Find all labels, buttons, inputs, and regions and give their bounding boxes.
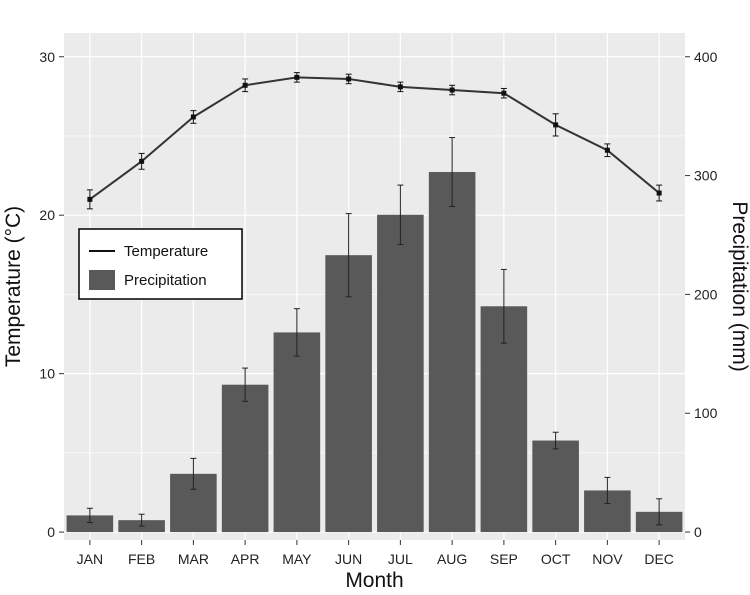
y-right-tick-label: 300 <box>694 168 718 184</box>
x-tick-label: OCT <box>541 551 571 567</box>
y-left-tick-label: 10 <box>39 366 55 382</box>
x-axis: JAN FEB MAR APR MAY JUN JUL AUG SEP OCT NOV DEC <box>77 540 674 567</box>
x-tick-label: SEP <box>490 551 518 567</box>
precipitation-bar <box>532 440 579 533</box>
x-tick-label: APR <box>231 551 260 567</box>
x-tick-label: NOV <box>592 551 623 567</box>
temperature-point <box>604 147 610 153</box>
temperature-line-group <box>86 72 663 210</box>
precipitation-bar <box>428 172 476 533</box>
legend-key-precipitation <box>89 270 115 290</box>
temperature-point <box>346 76 352 82</box>
precipitation-bar <box>377 214 424 533</box>
x-tick-label: MAY <box>282 551 312 567</box>
temperature-point <box>294 74 300 80</box>
x-tick-label: MAR <box>178 551 209 567</box>
y-right-tick-label: 0 <box>694 524 702 540</box>
precipitation-bar <box>273 332 321 533</box>
x-tick-label: FEB <box>128 551 155 567</box>
y-axis-left: 0 10 20 30 <box>39 49 64 540</box>
temperature-point <box>242 82 248 88</box>
temperature-point <box>397 84 403 90</box>
precipitation-bar <box>66 515 114 533</box>
temperature-point <box>87 196 93 202</box>
precipitation-bar <box>325 255 372 533</box>
x-tick-label: JUL <box>388 551 413 567</box>
x-tick-label: JUN <box>335 551 362 567</box>
temperature-line <box>89 76 660 201</box>
y-axis-right-title: Precipitation (mm) <box>728 201 750 371</box>
y-right-tick-label: 200 <box>694 286 718 302</box>
legend-label-temperature: Temperature <box>124 243 208 260</box>
y-right-tick-label: 400 <box>694 49 718 65</box>
precipitation-error-bars <box>86 137 663 527</box>
x-axis-title: Month <box>345 569 403 592</box>
x-tick-label: DEC <box>644 551 674 567</box>
legend-label-precipitation: Precipitation <box>124 272 207 289</box>
precipitation-bar <box>221 384 269 533</box>
temperature-point <box>449 87 455 93</box>
precipitation-bars <box>66 172 683 533</box>
temperature-point <box>656 190 662 196</box>
y-right-tick-label: 100 <box>694 405 718 421</box>
temperature-point <box>139 158 145 164</box>
precipitation-bar <box>480 306 528 533</box>
y-left-tick-label: 30 <box>39 49 55 65</box>
legend: Temperature Precipitation <box>78 228 243 300</box>
y-left-tick-label: 0 <box>47 524 55 540</box>
x-tick-label: AUG <box>437 551 467 567</box>
y-left-tick-label: 20 <box>39 207 55 223</box>
x-tick-label: JAN <box>77 551 103 567</box>
y-axis-right: 0 100 200 300 400 <box>685 49 718 540</box>
temperature-point <box>553 122 559 128</box>
temperature-point <box>190 114 196 120</box>
y-axis-left-title: Temperature (°C) <box>2 206 25 367</box>
temperature-point <box>501 90 507 96</box>
